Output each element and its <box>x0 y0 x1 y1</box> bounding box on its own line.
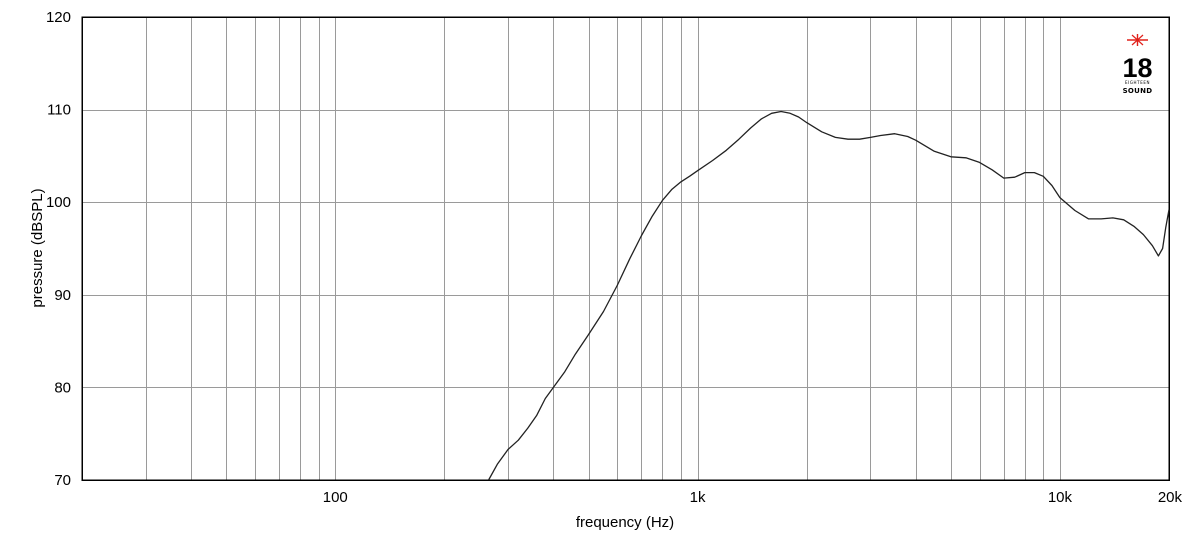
y-tick-label: 70 <box>54 472 71 489</box>
y-tick-label: 120 <box>46 9 71 26</box>
y-tick-label: 110 <box>47 102 71 119</box>
y-tick-label: 80 <box>54 379 71 396</box>
y-tick-label: 100 <box>46 194 71 211</box>
x-tick-labels: 100 1k 10k 20k <box>323 489 1183 506</box>
x-tick-label: 1k <box>690 489 706 506</box>
x-tick-label: 20k <box>1158 489 1183 506</box>
y-tick-labels: 70 80 90 100 110 120 <box>46 9 71 489</box>
plot-frame <box>81 16 1170 481</box>
x-tick-label: 100 <box>323 489 348 506</box>
x-axis-label: frequency (Hz) <box>576 514 674 531</box>
eighteen-sound-logo: 18 EIGHTEEN SOUND <box>1122 34 1153 95</box>
logo-word: SOUND <box>1123 87 1153 95</box>
series-line <box>488 110 1170 481</box>
y-tick-label: 90 <box>54 287 71 304</box>
x-tick-label: 10k <box>1048 489 1073 506</box>
star-icon <box>1127 34 1148 46</box>
logo-number: 18 <box>1122 53 1152 83</box>
grid-lines <box>82 17 1169 480</box>
y-axis-label: pressure (dBSPL) <box>29 188 46 307</box>
logo-small-text: EIGHTEEN <box>1125 80 1150 85</box>
